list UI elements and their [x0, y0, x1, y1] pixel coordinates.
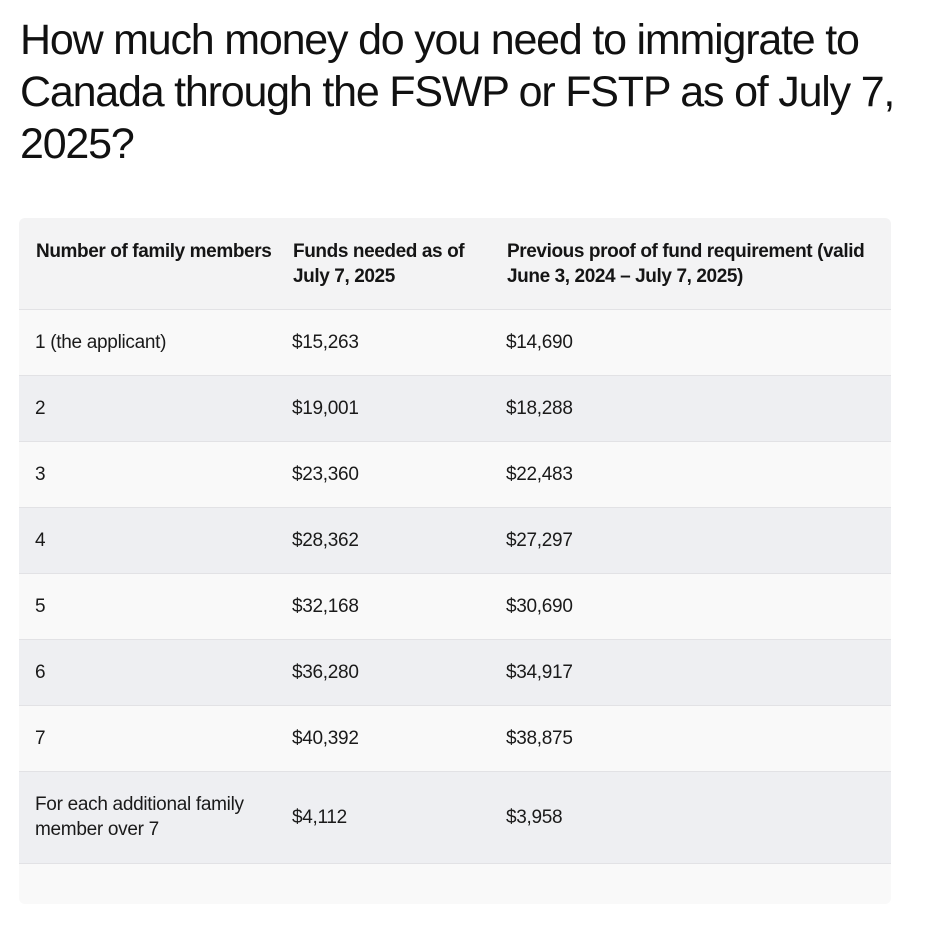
- family-members-cell: 5: [35, 595, 46, 617]
- column-header-funds-needed: Funds needed as of July 7, 2025: [293, 241, 465, 287]
- table-row: 3 $23,360 $22,483: [19, 441, 891, 507]
- family-members-cell: 6: [35, 661, 46, 683]
- family-members-cell: 1 (the applicant): [35, 331, 167, 353]
- family-members-cell: 2: [35, 397, 46, 419]
- funds-needed-cell: $36,280: [292, 661, 359, 683]
- funds-needed-cell: $23,360: [292, 463, 359, 485]
- table-row: 1 (the applicant) $15,263 $14,690: [19, 309, 891, 375]
- family-members-cell: 4: [35, 529, 46, 551]
- funds-needed-cell: $19,001: [292, 397, 359, 419]
- proof-of-funds-table: Number of family members Funds needed as…: [19, 218, 891, 864]
- proof-of-funds-table-container: Number of family members Funds needed as…: [19, 218, 891, 904]
- table-row: 4 $28,362 $27,297: [19, 507, 891, 573]
- funds-needed-cell: $40,392: [292, 727, 359, 749]
- previous-requirement-cell: $27,297: [506, 529, 573, 551]
- funds-needed-cell: $15,263: [292, 331, 359, 353]
- previous-requirement-cell: $22,483: [506, 463, 573, 485]
- previous-requirement-cell: $3,958: [506, 806, 563, 828]
- page-title: How much money do you need to immigrate …: [20, 16, 895, 168]
- table-body: 1 (the applicant) $15,263 $14,690 2 $19,…: [19, 309, 891, 863]
- column-header-previous-requirement: Previous proof of fund requirement (vali…: [507, 241, 865, 287]
- table-row: 2 $19,001 $18,288: [19, 375, 891, 441]
- table-row: 7 $40,392 $38,875: [19, 705, 891, 771]
- funds-needed-cell: $4,112: [292, 806, 347, 828]
- funds-needed-cell: $28,362: [292, 529, 359, 551]
- previous-requirement-cell: $18,288: [506, 397, 573, 419]
- funds-needed-cell: $32,168: [292, 595, 359, 617]
- family-members-cell: 3: [35, 463, 46, 485]
- table-header-row: Number of family members Funds needed as…: [19, 218, 891, 309]
- previous-requirement-cell: $14,690: [506, 331, 573, 353]
- previous-requirement-cell: $34,917: [506, 661, 573, 683]
- family-members-cell: For each additional family member over 7: [35, 794, 244, 840]
- table-row: 5 $32,168 $30,690: [19, 573, 891, 639]
- table-row: 6 $36,280 $34,917: [19, 639, 891, 705]
- previous-requirement-cell: $30,690: [506, 595, 573, 617]
- table-header: Number of family members Funds needed as…: [19, 218, 891, 309]
- family-members-cell: 7: [35, 727, 46, 749]
- column-header-family-members: Number of family members: [36, 241, 272, 262]
- previous-requirement-cell: $38,875: [506, 727, 573, 749]
- table-row: For each additional family member over 7…: [19, 771, 891, 863]
